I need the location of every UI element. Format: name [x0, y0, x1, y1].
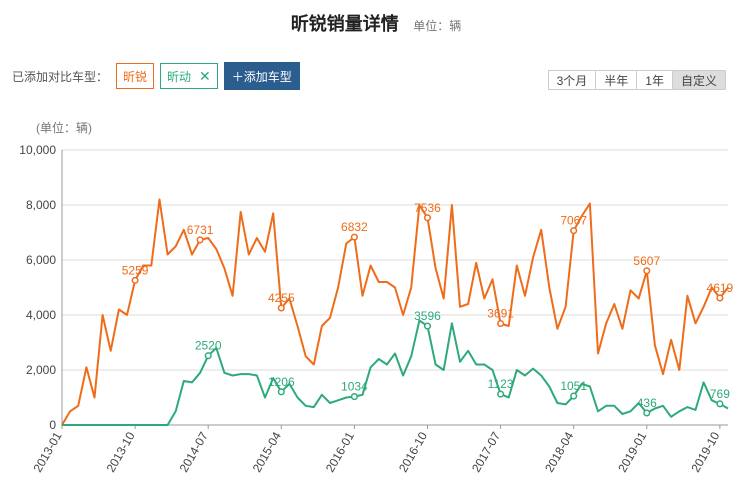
compare-chip-1[interactable]: 昕锐: [116, 63, 155, 89]
series-lines: [61, 198, 729, 426]
data-label: 1051: [560, 379, 587, 393]
range-button-3m[interactable]: 3个月: [547, 70, 597, 90]
data-label: 6832: [341, 220, 368, 234]
data-point-marker[interactable]: [350, 233, 358, 241]
data-point-marker[interactable]: [423, 322, 432, 330]
data-point-marker[interactable]: [570, 392, 578, 400]
data-label: 4619: [707, 281, 734, 295]
x-tick-label: 2019-01: [615, 429, 649, 474]
x-tick-label: 2016-01: [323, 429, 357, 474]
compare-label: 已添加对比车型：: [12, 69, 109, 84]
compare-chip-1-label: 昕锐: [123, 69, 148, 84]
data-label: 2520: [195, 339, 222, 353]
data-label: 5607: [633, 254, 660, 268]
page-title: 昕锐销量详情: [290, 14, 399, 34]
data-point-marker[interactable]: [716, 400, 724, 408]
series-line-2[interactable]: [62, 319, 729, 426]
y-axis-label: (单位：辆): [36, 120, 92, 135]
compare-bar: 已添加对比车型： 昕锐 昕动 ✕ ＋添加车型: [12, 62, 300, 90]
y-tick-label: 8,000: [26, 198, 56, 212]
x-tick-label: 2015-04: [250, 429, 284, 474]
y-tick-label: 6,000: [26, 253, 56, 267]
data-label: 7536: [414, 201, 441, 215]
data-label: 5259: [122, 263, 149, 277]
data-label: 1123: [488, 377, 514, 391]
data-point-marker[interactable]: [350, 393, 358, 401]
compare-chip-2-label: 昕动: [167, 69, 192, 84]
y-tick-label: 0: [49, 418, 56, 432]
data-label: 7067: [560, 214, 587, 228]
data-point-marker[interactable]: [497, 390, 505, 398]
x-tick-label: 2018-04: [542, 429, 576, 474]
x-tick-label: 2019-10: [688, 429, 722, 474]
y-tick-label: 2,000: [26, 363, 56, 377]
remove-compare-icon[interactable]: ✕: [199, 67, 211, 84]
data-label: 1206: [268, 375, 295, 389]
data-points: 5259 6731 4255 6832 7536 3691 7067 5607 4619 2520…: [122, 201, 734, 417]
data-point-marker[interactable]: [570, 227, 578, 235]
data-label: 4255: [268, 291, 295, 305]
data-point-marker[interactable]: [277, 388, 285, 396]
data-point-marker[interactable]: [196, 236, 204, 244]
data-label: 436: [637, 396, 657, 410]
x-tick-label: 2017-07: [469, 429, 503, 474]
data-point-marker[interactable]: [716, 294, 724, 302]
data-point-marker[interactable]: [204, 352, 212, 360]
data-point-marker[interactable]: [643, 267, 651, 275]
y-tick-label: 4,000: [26, 308, 56, 322]
data-point-marker[interactable]: [643, 409, 651, 417]
range-selector: 3个月 半年 1年 自定义: [547, 70, 726, 90]
data-label: 769: [710, 387, 730, 401]
y-tick-label: 10,000: [19, 143, 56, 157]
data-point-marker[interactable]: [131, 276, 139, 284]
add-model-button[interactable]: ＋添加车型: [223, 62, 300, 90]
data-label: 1034: [341, 380, 368, 394]
data-label: 3691: [487, 306, 514, 320]
x-tick-label: 2013-01: [30, 429, 64, 474]
chart-header: 昕锐销量详情 单位：辆: [0, 10, 752, 36]
data-label: 3596: [414, 309, 441, 323]
x-tick-label: 2016-10: [396, 429, 430, 474]
x-axis: 2013-01 2013-10 2014-07 2015-04 2016-01 2016-…: [30, 425, 723, 475]
series-line-1[interactable]: [61, 198, 729, 426]
compare-chip-2[interactable]: 昕动 ✕: [160, 63, 218, 89]
range-button-custom[interactable]: 自定义: [671, 70, 726, 90]
y-axis: 0 2,000 4,000 6,000 8,000 10,000: [19, 143, 63, 432]
data-point-marker[interactable]: [277, 304, 285, 312]
chart-grid: [62, 149, 728, 426]
x-tick-label: 2014-07: [177, 429, 211, 474]
data-label: 6731: [187, 223, 214, 237]
data-point-marker[interactable]: [423, 214, 432, 222]
unit-label: 单位：辆: [413, 19, 462, 33]
data-point-marker[interactable]: [497, 319, 505, 328]
x-tick-label: 2013-10: [104, 429, 138, 474]
